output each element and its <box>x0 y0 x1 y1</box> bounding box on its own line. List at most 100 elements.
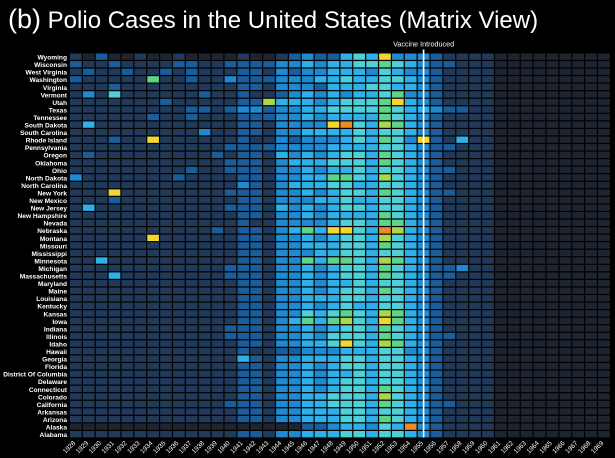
cell-wyoming-1968 <box>585 53 597 60</box>
cell-minnesota-1959 <box>469 257 481 264</box>
cell-michigan-1935 <box>160 264 172 272</box>
cell-oklahoma-1948 <box>327 159 340 166</box>
cell-vermont-1952 <box>379 91 391 98</box>
cell-vermont-1932 <box>121 91 134 98</box>
cell-georgia-1934 <box>147 355 159 362</box>
cell-hawaii-1957 <box>443 347 456 355</box>
cell-nebraska-1962 <box>507 227 520 234</box>
cell-new-mexico-1931 <box>108 196 121 204</box>
cell-louisiana-1960 <box>482 295 494 302</box>
cell-connecticut-1942 <box>250 385 262 393</box>
cell-west-virginia-1932 <box>121 68 134 75</box>
cell-michigan-1969 <box>598 264 610 272</box>
cell-utah-1950 <box>353 98 366 106</box>
cell-district-of-columbia-1945 <box>288 370 301 377</box>
cell-hawaii-1964 <box>533 347 546 355</box>
cell-missouri-1966 <box>559 242 572 249</box>
cell-wyoming-1969 <box>598 53 610 60</box>
cell-maryland-1937 <box>185 280 198 287</box>
cell-maine-1943 <box>263 287 275 294</box>
cell-alabama-1948 <box>327 431 340 438</box>
cell-new-mexico-1944 <box>276 196 288 204</box>
cell-idaho-1967 <box>572 340 584 347</box>
cell-hawaii-1942 <box>250 347 262 355</box>
cell-south-carolina-1943 <box>263 129 275 136</box>
cell-north-carolina-1958 <box>456 181 469 189</box>
row-label-georgia: Georgia <box>42 357 67 364</box>
cell-north-dakota-1938 <box>198 174 211 181</box>
cell-mississippi-1945 <box>288 249 301 257</box>
row-label-alaska: Alaska <box>46 425 68 432</box>
cell-alabama-1943 <box>263 431 275 438</box>
cell-louisiana-1969 <box>598 295 610 302</box>
cell-minnesota-1929 <box>82 257 95 264</box>
cell-wisconsin-1966 <box>559 61 572 68</box>
cell-montana-1952 <box>379 234 391 242</box>
cell-vermont-1941 <box>237 91 250 98</box>
cell-west-virginia-1940 <box>224 68 237 75</box>
cell-california-1946 <box>301 400 314 408</box>
cell-washington-1952 <box>379 76 391 83</box>
cell-maryland-1930 <box>95 280 108 287</box>
cell-mississippi-1944 <box>276 249 288 257</box>
row-label-iowa: Iowa <box>52 319 67 326</box>
cell-north-carolina-1937 <box>185 181 198 189</box>
cell-minnesota-1933 <box>134 257 147 264</box>
cell-florida-1961 <box>495 363 507 370</box>
cell-massachusetts-1953 <box>392 272 404 279</box>
cell-texas-1965 <box>546 106 559 113</box>
cell-utah-1946 <box>301 98 314 106</box>
col-label-1950: 1950 <box>345 440 361 456</box>
cell-illinois-1950 <box>353 332 366 340</box>
cell-wisconsin-1960 <box>482 61 494 68</box>
cell-virginia-1932 <box>121 83 134 91</box>
cell-district-of-columbia-1934 <box>147 370 159 377</box>
cell-delaware-1950 <box>353 378 366 385</box>
cell-utah-1939 <box>211 98 224 106</box>
cell-illinois-1963 <box>520 332 533 340</box>
cell-iowa-1961 <box>495 317 507 325</box>
cell-new-mexico-1934 <box>147 196 159 204</box>
cell-kansas-1943 <box>263 310 275 317</box>
cell-california-1942 <box>250 400 262 408</box>
cell-montana-1944 <box>276 234 288 242</box>
cell-colorado-1967 <box>572 393 584 400</box>
cell-montana-1932 <box>121 234 134 242</box>
cell-arkansas-1932 <box>121 408 134 415</box>
cell-florida-1932 <box>121 363 134 370</box>
cell-california-1968 <box>585 400 597 408</box>
cell-maine-1964 <box>533 287 546 294</box>
cell-south-carolina-1966 <box>559 129 572 136</box>
cell-nevada-1951 <box>366 219 378 226</box>
cell-idaho-1950 <box>353 340 366 347</box>
cell-washington-1929 <box>82 76 95 83</box>
cell-indiana-1932 <box>121 325 134 332</box>
cell-new-mexico-1950 <box>353 196 366 204</box>
cell-virginia-1966 <box>559 83 572 91</box>
cell-kansas-1947 <box>314 310 327 317</box>
cell-mississippi-1934 <box>147 249 159 257</box>
cell-south-carolina-1931 <box>108 129 121 136</box>
cell-virginia-1960 <box>482 83 494 91</box>
cell-iowa-1928 <box>70 317 82 325</box>
cell-nevada-1958 <box>456 219 469 226</box>
cell-wyoming-1928 <box>70 53 82 60</box>
cell-alaska-1968 <box>585 423 597 430</box>
cell-minnesota-1936 <box>173 257 185 264</box>
cell-delaware-1930 <box>95 378 108 385</box>
cell-delaware-1937 <box>185 378 198 385</box>
cell-michigan-1967 <box>572 264 584 272</box>
cell-iowa-1949 <box>340 317 353 325</box>
cell-new-mexico-1966 <box>559 196 572 204</box>
cell-north-dakota-1953 <box>392 174 404 181</box>
cell-north-carolina-1940 <box>224 181 237 189</box>
cell-maine-1968 <box>585 287 597 294</box>
cell-idaho-1944 <box>276 340 288 347</box>
cell-indiana-1938 <box>198 325 211 332</box>
cell-tennessee-1945 <box>288 113 301 121</box>
cell-wyoming-1950 <box>353 53 366 60</box>
cell-georgia-1942 <box>250 355 262 362</box>
cell-north-carolina-1957 <box>443 181 456 189</box>
cell-north-dakota-1962 <box>507 174 520 181</box>
cell-pennsylvania-1961 <box>495 144 507 151</box>
